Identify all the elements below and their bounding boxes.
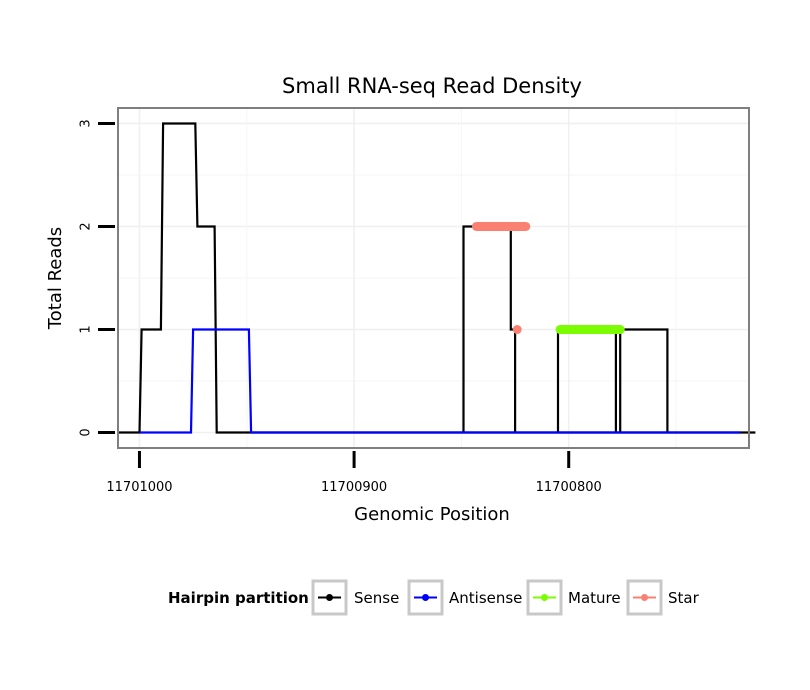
x-axis: 11701000 11700900 11700800 — [106, 451, 602, 495]
legend-label: Star — [668, 589, 700, 607]
x-axis-title: Genomic Position — [354, 504, 510, 525]
antisense-series-line — [139, 328, 741, 434]
legend-label: Sense — [354, 589, 399, 607]
chart-title: Small RNA-seq Read Density — [282, 74, 582, 98]
y-tick-label: 1 — [79, 325, 94, 333]
legend-key-dot — [641, 594, 648, 601]
y-axis-title: Total Reads — [45, 227, 66, 330]
legend: Hairpin partition Sense Antisense Mature St… — [168, 579, 700, 616]
x-tick-label: 11701000 — [106, 480, 172, 495]
y-tick-label: 2 — [79, 222, 94, 230]
series-layer — [118, 122, 756, 434]
legend-key-dot — [326, 594, 333, 601]
legend-key-dot — [541, 594, 548, 601]
y-tick-label: 0 — [79, 428, 94, 436]
x-tick-label: 11700900 — [321, 480, 387, 495]
legend-title: Hairpin partition — [168, 589, 309, 607]
legend-label: Mature — [568, 589, 621, 607]
x-tick-label: 11700800 — [536, 480, 602, 495]
plot-border — [117, 107, 750, 449]
legend-label: Antisense — [449, 589, 522, 607]
y-tick-label: 3 — [79, 119, 94, 127]
y-axis: 0 1 2 3 — [79, 119, 115, 437]
legend-key-dot — [422, 594, 429, 601]
star-series-point — [512, 325, 522, 335]
